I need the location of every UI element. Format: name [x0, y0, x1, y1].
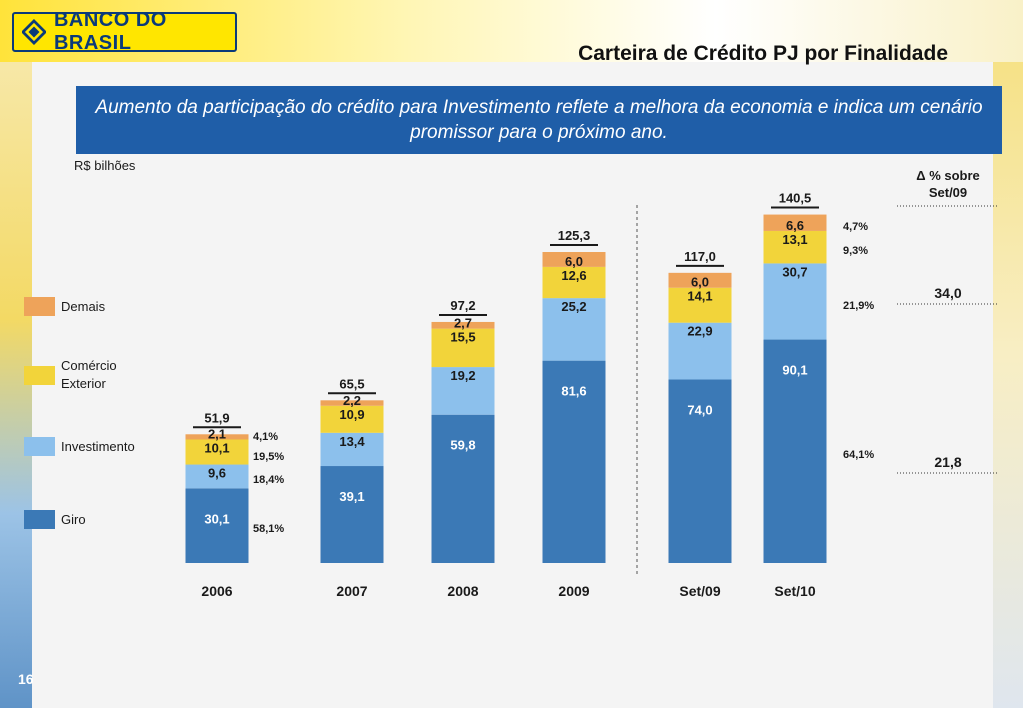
- bar-investimento-5: [763, 263, 827, 340]
- data-label-demais-2: 2,7: [454, 316, 472, 331]
- bar-giro-4: [668, 379, 732, 563]
- page-number: 16: [18, 671, 34, 687]
- data-label-demais-3: 6,0: [565, 254, 583, 269]
- data-label-demais-1: 2,2: [343, 393, 361, 408]
- legend-swatch-comercio: [24, 365, 55, 385]
- total-label-3: 125,3: [558, 228, 591, 243]
- page-title: Carteira de Crédito PJ por Finalidade: [578, 42, 948, 65]
- total-label-0: 51,9: [204, 410, 229, 425]
- delta-value-0: 21,8: [934, 454, 961, 470]
- share-2006-0: 58,1%: [253, 523, 284, 535]
- legend-item-giro: Giro: [24, 510, 86, 529]
- bar-comercio-4: [668, 287, 732, 323]
- bar-giro-1: [320, 466, 384, 563]
- share-2006-2: 19,5%: [253, 451, 284, 463]
- legend-item-demais: Demais: [24, 297, 105, 316]
- bar-investimento-2: [431, 367, 495, 415]
- delta-header-line2: Set/09: [928, 185, 968, 200]
- legend-item-investimento: Investimento: [24, 437, 135, 456]
- data-label-comercio-1: 10,9: [339, 407, 364, 422]
- data-label-giro-3: 81,6: [561, 384, 586, 399]
- bar-demais-3: [542, 252, 606, 267]
- data-label-comercio-2: 15,5: [450, 330, 475, 345]
- brand-name: BANCO DO BRASIL: [53, 9, 167, 54]
- data-label-investimento-3: 25,2: [561, 299, 586, 314]
- x-tick-label-5: Set/10: [774, 583, 815, 599]
- share-set10-0: 64,1%: [843, 449, 874, 461]
- data-label-comercio-0: 10,1: [204, 440, 229, 455]
- data-label-investimento-5: 30,7: [782, 264, 807, 279]
- delta-value-1: 34,0: [934, 285, 961, 301]
- data-label-investimento-4: 22,9: [687, 324, 712, 339]
- data-label-comercio-4: 14,1: [687, 289, 712, 304]
- legend-label-giro: Giro: [61, 512, 86, 527]
- bar-comercio-5: [763, 230, 827, 264]
- data-label-comercio-3: 12,6: [561, 268, 586, 283]
- legend-label-investimento: Investimento: [61, 439, 135, 454]
- legend-swatch-demais: [24, 297, 55, 316]
- total-label-2: 97,2: [450, 298, 475, 313]
- delta-header-line1: Δ % sobre: [916, 168, 980, 183]
- total-label-1: 65,5: [339, 376, 364, 391]
- bar-comercio-0: [185, 439, 249, 465]
- bar-investimento-4: [668, 322, 732, 380]
- data-label-demais-0: 2,1: [208, 426, 226, 441]
- bar-giro-5: [763, 339, 827, 563]
- brand-mark-icon: [22, 19, 46, 45]
- legend-swatch-giro: [24, 510, 55, 529]
- data-label-giro-2: 59,8: [450, 438, 475, 453]
- share-2006-3: 4,1%: [253, 431, 278, 443]
- bar-investimento-3: [542, 298, 606, 361]
- bar-investimento-1: [320, 432, 384, 467]
- bar-demais-1: [320, 400, 384, 406]
- x-tick-label-2: 2008: [447, 583, 478, 599]
- total-label-4: 117,0: [684, 249, 716, 264]
- data-label-giro-0: 30,1: [204, 511, 229, 526]
- share-set10-2: 9,3%: [843, 245, 868, 257]
- unit-label: R$ bilhões: [74, 158, 136, 173]
- bar-investimento-0: [185, 464, 249, 489]
- x-tick-label-3: 2009: [558, 583, 589, 599]
- bar-demais-5: [763, 214, 827, 231]
- x-tick-label-0: 2006: [201, 583, 232, 599]
- bar-demais-2: [431, 321, 495, 329]
- bar-demais-0: [185, 434, 249, 440]
- bar-demais-4: [668, 272, 732, 288]
- brand-logo: BANCO DO BRASIL: [12, 9, 237, 54]
- bar-comercio-2: [431, 328, 495, 368]
- data-label-investimento-1: 13,4: [339, 434, 365, 449]
- share-set10-1: 21,9%: [843, 300, 874, 312]
- legend-item-comercio: Comércio Exterior: [24, 357, 141, 393]
- legend-label-demais: Demais: [61, 299, 106, 314]
- subtitle-banner: Aumento da participação do crédito para …: [76, 86, 1002, 154]
- data-label-investimento-0: 9,6: [208, 466, 226, 481]
- bar-comercio-3: [542, 266, 606, 299]
- bar-giro-0: [185, 488, 249, 563]
- bar-comercio-1: [320, 405, 384, 433]
- x-tick-label-4: Set/09: [679, 583, 720, 599]
- delta-header: Δ % sobre Set/09: [896, 167, 1000, 201]
- data-label-demais-5: 6,6: [786, 218, 804, 233]
- data-label-giro-4: 74,0: [687, 402, 712, 417]
- legend-swatch-investimento: [24, 437, 55, 456]
- bar-giro-3: [542, 360, 606, 563]
- data-label-giro-5: 90,1: [782, 363, 807, 378]
- bar-giro-2: [431, 414, 495, 563]
- data-label-demais-4: 6,0: [691, 275, 709, 290]
- data-label-investimento-2: 19,2: [450, 368, 475, 383]
- data-label-giro-1: 39,1: [339, 489, 364, 504]
- legend-label-comercio: Comércio Exterior: [61, 358, 117, 391]
- x-tick-label-1: 2007: [336, 583, 367, 599]
- share-2006-1: 18,4%: [253, 474, 284, 486]
- share-set10-3: 4,7%: [843, 221, 868, 233]
- data-label-comercio-5: 13,1: [782, 232, 807, 247]
- total-label-5: 140,5: [779, 191, 812, 206]
